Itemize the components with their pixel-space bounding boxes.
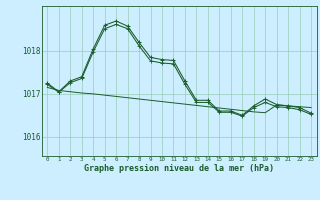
X-axis label: Graphe pression niveau de la mer (hPa): Graphe pression niveau de la mer (hPa) [84, 164, 274, 173]
